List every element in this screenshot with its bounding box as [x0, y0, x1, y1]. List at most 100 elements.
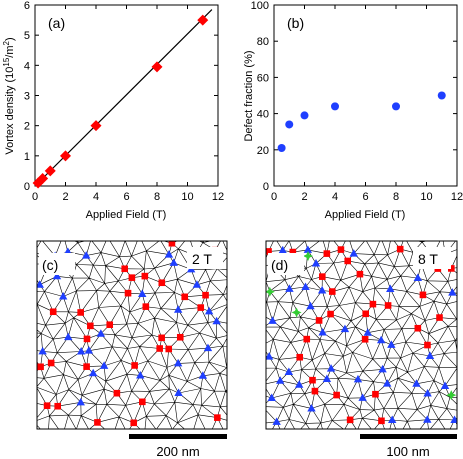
five-fold-defect: [164, 250, 174, 258]
five-fold-defect: [326, 364, 336, 372]
data-point-a-5: [151, 61, 163, 73]
y-tick-label-a-6: 6: [24, 0, 30, 12]
seven-fold-defect: [197, 304, 205, 311]
five-fold-defect: [174, 388, 183, 396]
five-fold-defect: [425, 351, 435, 359]
seven-fold-defect: [106, 321, 114, 329]
seven-fold-defect: [378, 417, 385, 425]
seven-fold-defect: [384, 302, 392, 309]
data-point-b-5: [437, 91, 446, 100]
five-fold-defect: [423, 389, 432, 397]
data-point-b-4: [392, 102, 400, 111]
x-tick-label-a-4: 8: [154, 191, 160, 203]
panel-label-c: (c): [42, 257, 58, 273]
panel-label-a: (a): [48, 15, 65, 31]
data-point-a-3: [60, 150, 71, 162]
five-fold-defect: [38, 346, 47, 355]
five-fold-defect: [322, 374, 332, 383]
other-defect: [303, 251, 314, 262]
seven-fold-defect: [202, 291, 209, 299]
seven-fold-defect: [344, 257, 352, 265]
five-fold-defect: [284, 367, 294, 375]
x-tick-label-b-6: 12: [451, 191, 463, 203]
seven-fold-defect: [419, 291, 427, 299]
five-fold-defect: [376, 335, 386, 344]
five-fold-defect: [440, 381, 450, 389]
five-fold-defect: [173, 305, 183, 313]
five-fold-defect: [413, 273, 423, 282]
panel-label-d: (d): [271, 257, 288, 273]
y-tick-label-a-1: 1: [24, 151, 30, 163]
seven-fold-defect: [43, 402, 51, 409]
data-point-b-3: [331, 102, 339, 111]
seven-fold-defect: [303, 335, 311, 343]
seven-fold-defect: [37, 363, 44, 371]
five-fold-defect: [386, 284, 395, 292]
seven-fold-defect: [369, 300, 377, 308]
micrograph-frame-c: [36, 240, 228, 430]
five-fold-defect: [318, 328, 327, 336]
five-fold-defect: [311, 258, 321, 267]
five-fold-defect: [76, 347, 86, 355]
five-fold-defect: [340, 324, 350, 333]
five-fold-defect: [192, 280, 202, 288]
y-axis-label-b: Defect fraction (%): [243, 50, 255, 141]
seven-fold-defect: [436, 314, 443, 321]
seven-fold-defect: [87, 322, 94, 330]
x-tick-label-b-5: 10: [420, 191, 432, 203]
data-point-a-2: [44, 165, 56, 177]
data-marks-b: [277, 91, 446, 152]
axis-b: 0 2 4 6 8 10 12 0 20 40 60 80 100: [251, 0, 463, 203]
seven-fold-defect: [323, 250, 331, 257]
y-tick-label-b-2: 40: [257, 109, 269, 121]
x-tick-label-a-0: 0: [32, 191, 38, 203]
x-tick-label-a-2: 4: [93, 191, 99, 203]
seven-fold-defect: [139, 398, 146, 406]
five-fold-defect: [388, 415, 397, 424]
scale-bar-d: [360, 434, 457, 439]
seven-fold-defect: [158, 279, 166, 287]
five-fold-defect: [52, 271, 62, 280]
seven-fold-defect: [328, 288, 336, 295]
seven-fold-defect: [424, 341, 431, 349]
five-fold-defect: [275, 376, 285, 384]
five-fold-defect: [84, 346, 94, 354]
x-tick-label-a-5: 10: [181, 191, 193, 203]
panel-d-vortex-lattice-8T: (d) 8 T 100 nm: [265, 240, 458, 459]
seven-fold-defect: [327, 310, 334, 318]
five-fold-defect: [212, 316, 221, 325]
seven-fold-defect: [214, 414, 221, 421]
five-fold-defect: [267, 393, 276, 401]
seven-fold-defect: [266, 248, 272, 255]
seven-fold-defect: [141, 272, 149, 280]
seven-fold-defect: [54, 402, 62, 410]
five-fold-defect: [82, 251, 91, 259]
scale-bar-label-d: 100 nm: [386, 444, 429, 459]
seven-fold-defect: [121, 265, 128, 273]
y-tick-label-a-3: 3: [24, 91, 30, 103]
scale-bar-label-c: 200 nm: [156, 444, 199, 459]
five-fold-defect: [58, 291, 68, 300]
seven-fold-defect: [361, 335, 369, 343]
other-defect: [291, 307, 302, 318]
seven-fold-defect: [94, 419, 101, 426]
x-tick-label-b-3: 6: [362, 191, 368, 203]
field-label-d: 8 T: [418, 251, 438, 267]
five-fold-defect: [383, 379, 392, 387]
five-fold-defect: [173, 358, 183, 367]
seven-fold-defect: [158, 334, 165, 342]
five-fold-defect: [64, 332, 73, 341]
plot-frame-b: [273, 4, 458, 187]
panel-b-defect-fraction-chart: 0 2 4 6 8 10 12 0 20 40 60 80 100 (b) Applied Field …: [243, 0, 463, 221]
y-tick-label-b-4: 80: [257, 36, 269, 48]
five-fold-defect: [317, 286, 327, 294]
other-defect: [266, 286, 275, 297]
seven-fold-defect: [165, 345, 173, 353]
x-tick-label-b-2: 4: [332, 191, 338, 203]
seven-fold-defect: [128, 274, 136, 281]
five-fold-defect: [353, 374, 363, 383]
five-fold-defect: [412, 379, 421, 387]
field-label-c: 2 T: [192, 251, 212, 267]
seven-fold-defect: [362, 310, 370, 318]
y-tick-label-a-2: 2: [24, 121, 30, 133]
